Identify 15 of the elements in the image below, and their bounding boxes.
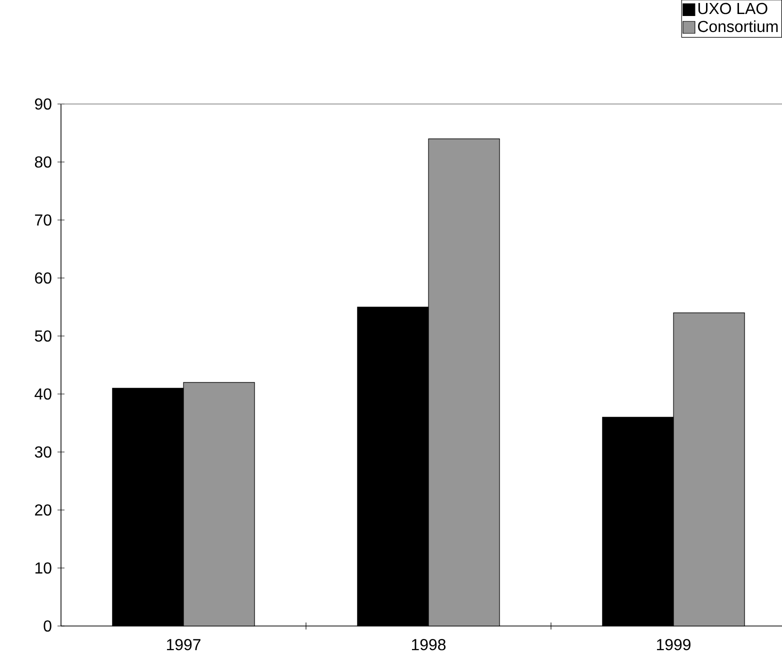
y-tick-label: 70 [35,214,52,226]
y-tick-label: 40 [34,388,52,400]
legend-label: Consortium [698,20,778,32]
y-tick-label: 10 [35,562,52,574]
y-tick-label: 30 [34,446,52,458]
y-tick-label: 50 [34,330,52,342]
x-tick-label: 1997 [166,639,200,650]
y-tick-label: 0 [44,620,52,632]
legend-label: UXO LAO [698,2,768,14]
y-tick-label: 20 [35,504,52,516]
y-tick-label: 60 [35,272,52,284]
y-tick-label: 80 [34,156,52,168]
x-tick-label: 1999 [656,639,690,650]
x-tick-label: 1998 [412,639,446,650]
y-tick-label: 90 [35,98,52,110]
